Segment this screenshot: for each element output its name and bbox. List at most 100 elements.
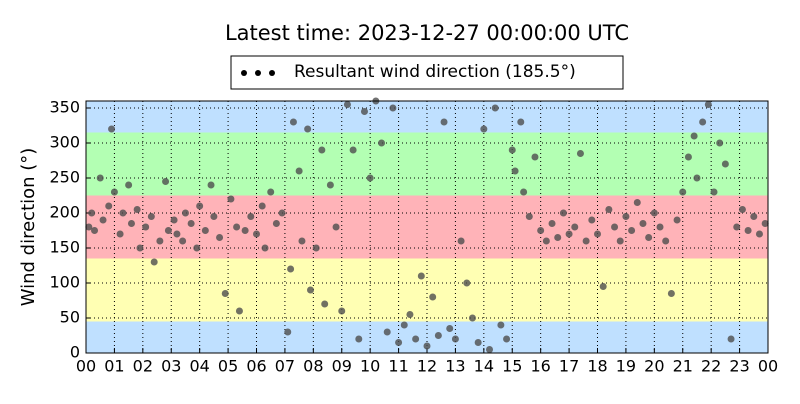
data-point — [582, 237, 590, 245]
data-point — [406, 311, 414, 318]
data-point — [210, 213, 218, 220]
data-point — [127, 220, 135, 227]
data-point — [486, 346, 494, 353]
data-point — [645, 234, 653, 241]
data-point — [491, 104, 499, 112]
data-point — [693, 174, 701, 182]
x-tick-label: 06 — [246, 357, 266, 376]
data-point — [187, 220, 195, 227]
x-tick-label: 11 — [388, 357, 408, 376]
data-point — [91, 227, 99, 234]
data-point — [295, 167, 303, 175]
x-tick-label: 14 — [474, 357, 494, 376]
y-axis-label: Wind direction (°) — [18, 148, 39, 307]
legend-marker — [241, 70, 247, 76]
data-point — [108, 125, 116, 133]
data-point — [85, 223, 93, 231]
data-point — [147, 213, 155, 220]
data-point — [554, 234, 562, 241]
data-point — [343, 101, 351, 108]
data-point — [156, 237, 164, 245]
data-point — [332, 223, 340, 231]
data-point — [457, 237, 465, 245]
data-point — [662, 237, 670, 245]
data-point — [193, 244, 201, 252]
data-point — [531, 153, 539, 161]
legend-box — [230, 55, 624, 90]
direction-band — [86, 101, 768, 133]
data-point — [88, 209, 96, 217]
data-point — [679, 188, 687, 196]
x-tick-label: 23 — [729, 357, 749, 376]
data-point — [548, 220, 556, 227]
data-point — [511, 167, 519, 175]
data-point — [150, 258, 158, 266]
data-point — [721, 160, 729, 168]
y-tick-label: 150 — [49, 238, 80, 257]
data-point — [221, 290, 229, 297]
data-point — [136, 244, 144, 252]
data-point — [417, 272, 425, 280]
data-point — [755, 230, 763, 238]
data-point — [306, 286, 314, 294]
data-point — [360, 108, 368, 115]
data-point — [622, 213, 630, 220]
data-point — [537, 227, 545, 234]
data-point — [525, 213, 533, 220]
data-point — [289, 118, 297, 126]
x-tick-label: 19 — [616, 357, 636, 376]
data-point — [227, 195, 235, 203]
data-point — [162, 178, 170, 185]
data-point — [383, 328, 391, 336]
data-point — [196, 202, 204, 210]
data-point — [468, 314, 476, 322]
data-point — [599, 283, 607, 290]
data-point — [247, 213, 255, 220]
y-tick-label: 250 — [49, 168, 80, 187]
data-point — [173, 230, 181, 238]
data-point — [588, 216, 596, 224]
data-point — [517, 118, 525, 126]
data-point — [480, 125, 488, 133]
data-point — [366, 174, 374, 182]
x-tick-label: 12 — [417, 357, 437, 376]
data-point — [440, 118, 448, 126]
data-point — [400, 321, 408, 329]
data-point — [412, 335, 420, 343]
data-point — [576, 150, 584, 157]
x-tick-label: 08 — [303, 357, 323, 376]
x-tick-label: 22 — [701, 357, 721, 376]
data-point — [216, 234, 224, 241]
data-point — [278, 209, 286, 217]
data-point — [119, 209, 127, 217]
data-point — [312, 244, 320, 252]
data-point — [179, 237, 187, 245]
data-point — [105, 202, 113, 210]
data-point — [710, 188, 718, 196]
data-point — [181, 209, 189, 217]
data-point — [429, 293, 437, 301]
data-point — [738, 206, 746, 213]
data-point — [287, 265, 295, 273]
x-tick-label: 13 — [445, 357, 465, 376]
data-point — [304, 125, 312, 133]
y-tick-label: 100 — [49, 273, 80, 292]
data-point — [565, 230, 573, 238]
data-point — [656, 223, 664, 231]
x-tick-label: 15 — [502, 357, 522, 376]
y-tick-label: 200 — [49, 203, 80, 222]
x-tick-label: 09 — [332, 357, 352, 376]
data-point — [594, 230, 601, 238]
data-point — [338, 307, 346, 315]
data-point — [321, 300, 329, 308]
data-point — [253, 230, 260, 238]
plot-frame — [85, 100, 769, 354]
data-point — [241, 227, 249, 234]
x-tick-label: 03 — [161, 357, 181, 376]
data-point — [699, 118, 707, 126]
data-point — [451, 335, 459, 343]
data-point — [463, 279, 471, 287]
y-tick-label: 350 — [49, 98, 80, 117]
data-point — [201, 227, 209, 234]
data-point — [298, 237, 306, 245]
